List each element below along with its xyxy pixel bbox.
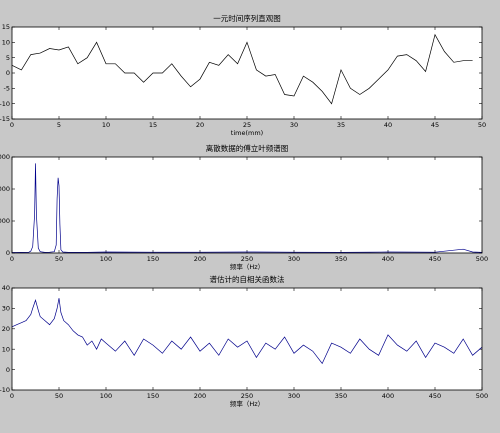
x-tick-label: 35 bbox=[337, 121, 345, 129]
x-tick-label: 500 bbox=[476, 392, 488, 400]
x-tick-label: 40 bbox=[384, 121, 392, 129]
y-tick-label: 15 bbox=[2, 23, 10, 31]
axes-frame bbox=[11, 287, 483, 391]
x-tick-label: 45 bbox=[431, 121, 439, 129]
x-tick-label: 0 bbox=[10, 121, 14, 129]
y-tick-label: 0 bbox=[6, 366, 10, 374]
y-tick-label: 5 bbox=[6, 54, 10, 62]
chart-title: 谱估计的自相关函数法 bbox=[210, 274, 285, 284]
y-tick-label: -5 bbox=[4, 85, 10, 93]
axes-frame bbox=[11, 156, 483, 254]
x-tick-label: 0 bbox=[10, 255, 14, 263]
x-tick-label: 50 bbox=[478, 121, 486, 129]
plot-area bbox=[12, 157, 482, 253]
x-tick-label: 300 bbox=[288, 255, 300, 263]
x-tick-label: 350 bbox=[335, 255, 347, 263]
series-line bbox=[11, 163, 483, 253]
y-tick-label: 1000 bbox=[0, 217, 10, 225]
x-axis-label: time(mm) bbox=[231, 129, 263, 137]
x-tick-label: 30 bbox=[290, 121, 298, 129]
series-line bbox=[11, 298, 483, 365]
plot-area bbox=[12, 288, 482, 390]
x-tick-label: 350 bbox=[335, 392, 347, 400]
y-tick-label: 2000 bbox=[0, 185, 10, 193]
chart-panel-2: 离散数据的傅立叶频谱图 0 50 100 150 200 250 300 350 400 450 50… bbox=[0, 143, 488, 271]
x-tick-label: 400 bbox=[382, 392, 394, 400]
y-tick-label: 10 bbox=[2, 345, 10, 353]
x-tick-label: 25 bbox=[243, 121, 251, 129]
chart-panel-1: 一元时间序列直观图 0 5 10 15 20 25 30 35 40 45 50 -15 -10 -5 0 5 1… bbox=[0, 13, 486, 137]
x-tick-label: 150 bbox=[147, 392, 159, 400]
chart-title: 离散数据的傅立叶频谱图 bbox=[206, 143, 289, 153]
y-tick-label: 0 bbox=[6, 249, 10, 257]
axes-frame bbox=[11, 26, 483, 120]
x-tick-label: 10 bbox=[102, 121, 110, 129]
x-tick-label: 0 bbox=[10, 392, 14, 400]
x-tick-label: 500 bbox=[476, 255, 488, 263]
plots: 一元时间序列直观图 0 5 10 15 20 25 30 35 40 45 50 -15 -10 -5 0 5 1… bbox=[0, 13, 488, 408]
y-tick-label: 20 bbox=[2, 325, 10, 333]
x-tick-label: 15 bbox=[149, 121, 157, 129]
x-tick-label: 100 bbox=[100, 392, 112, 400]
y-tick-label: 10 bbox=[2, 39, 10, 47]
x-tick-label: 200 bbox=[194, 392, 206, 400]
y-tick-label: 0 bbox=[6, 69, 10, 77]
x-tick-label: 150 bbox=[147, 255, 159, 263]
y-tick-label: -15 bbox=[0, 115, 10, 123]
x-tick-label: 450 bbox=[429, 392, 441, 400]
y-tick-label: 30 bbox=[2, 305, 10, 313]
plot-area bbox=[12, 27, 482, 119]
x-axis-label: 频率（Hz） bbox=[230, 399, 264, 408]
x-tick-label: 450 bbox=[429, 255, 441, 263]
x-tick-label: 300 bbox=[288, 392, 300, 400]
y-tick-label: 40 bbox=[2, 284, 10, 292]
series-line bbox=[11, 33, 473, 105]
x-tick-label: 20 bbox=[196, 121, 204, 129]
y-tick-label: -10 bbox=[0, 386, 10, 394]
y-tick-label: 3000 bbox=[0, 153, 10, 161]
x-tick-label: 400 bbox=[382, 255, 394, 263]
x-axis-label: 频率（Hz） bbox=[230, 262, 264, 271]
x-tick-label: 250 bbox=[241, 255, 253, 263]
x-tick-label: 200 bbox=[194, 255, 206, 263]
x-tick-label: 100 bbox=[100, 255, 112, 263]
chart-title: 一元时间序列直观图 bbox=[213, 13, 281, 23]
x-tick-label: 250 bbox=[241, 392, 253, 400]
x-tick-label: 50 bbox=[55, 255, 63, 263]
x-tick-label: 50 bbox=[55, 392, 63, 400]
x-tick-label: 5 bbox=[57, 121, 61, 129]
y-tick-label: -10 bbox=[0, 100, 10, 108]
